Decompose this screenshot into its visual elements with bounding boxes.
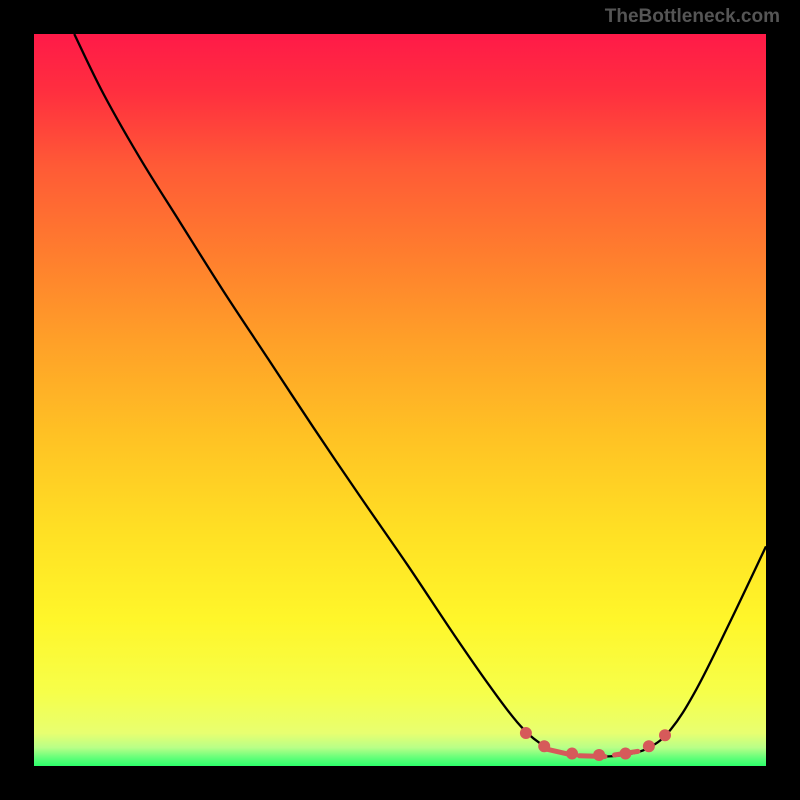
marker-dot (566, 748, 578, 760)
marker-dot (619, 748, 631, 760)
watermark-text: TheBottleneck.com (605, 6, 780, 28)
optimal-range-markers (520, 727, 671, 761)
chart-curve-layer (34, 34, 766, 766)
marker-dot (538, 740, 550, 752)
marker-dot (520, 727, 532, 739)
plot-area (34, 34, 766, 766)
marker-dot (643, 740, 655, 752)
marker-dot (659, 729, 671, 741)
marker-dot (593, 749, 605, 761)
bottleneck-curve (74, 34, 766, 757)
